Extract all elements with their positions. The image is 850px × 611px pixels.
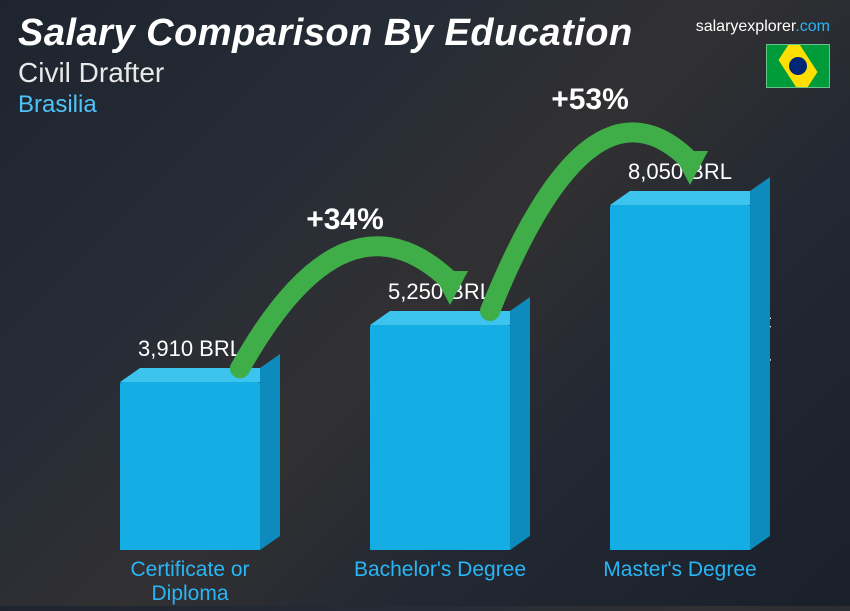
bar-label: Bachelor's Degree (340, 558, 540, 582)
bar: 3,910 BRL (120, 382, 260, 550)
bar: 5,250 BRL (370, 325, 510, 550)
chart-subtitle: Civil Drafter (18, 57, 832, 89)
bar-value: 3,910 BRL (90, 336, 290, 362)
chart-area: 3,910 BRLCertificate or Diploma5,250 BRL… (0, 126, 810, 606)
bar-label: Certificate or Diploma (90, 558, 290, 606)
bar-group: 5,250 BRLBachelor's Degree (370, 325, 510, 550)
source-domain: .com (795, 18, 830, 35)
source-name: salaryexplorer (696, 18, 796, 35)
chart-location: Brasilia (18, 91, 832, 119)
brazil-flag-icon (766, 44, 830, 88)
bar-value: 5,250 BRL (340, 279, 540, 305)
increase-pct: +34% (306, 203, 384, 236)
bar-label: Master's Degree (580, 558, 780, 582)
bar-value: 8,050 BRL (580, 159, 780, 185)
bar-group: 3,910 BRLCertificate or Diploma (120, 382, 260, 550)
source-attribution: salaryexplorer.com (696, 18, 830, 36)
bar: 8,050 BRL (610, 205, 750, 550)
bar-group: 8,050 BRLMaster's Degree (610, 205, 750, 550)
